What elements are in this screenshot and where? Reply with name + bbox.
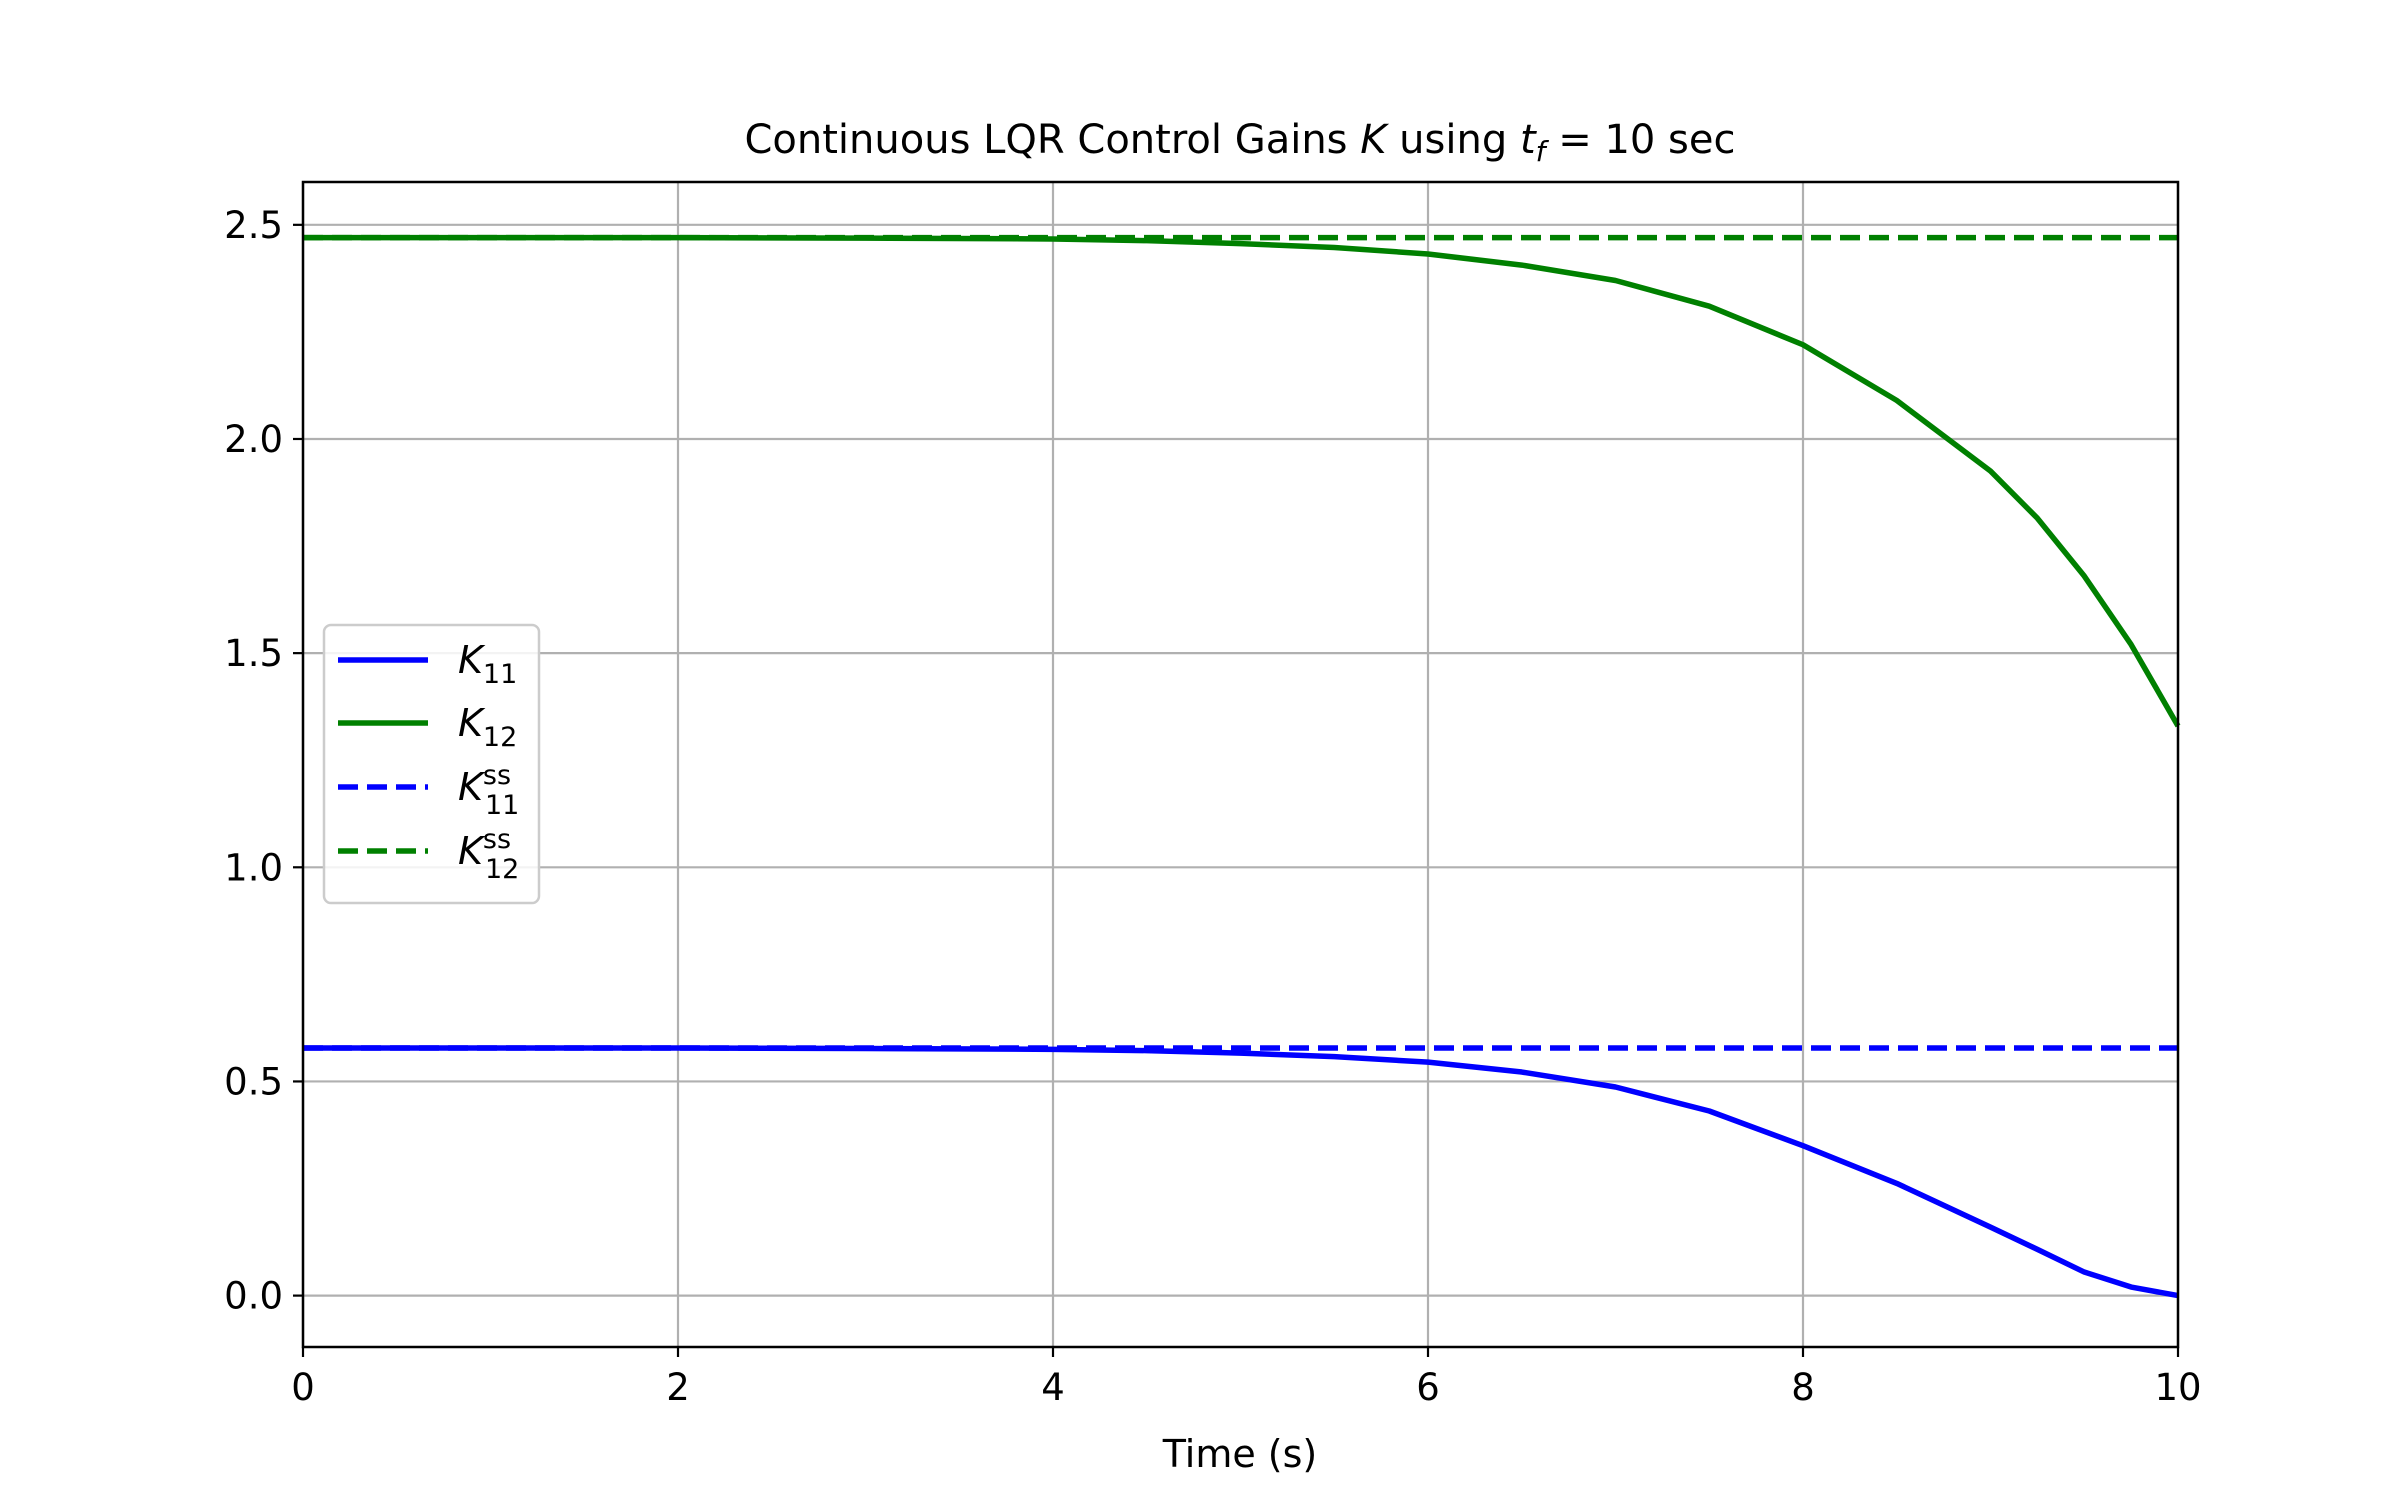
y-tick-label: 2.5 [224, 204, 283, 247]
chart-title: Continuous LQR Control Gains K using tf … [744, 117, 1735, 168]
x-tick-label: 0 [291, 1366, 315, 1409]
x-tick-label: 2 [666, 1366, 690, 1409]
legend-box [322, 623, 541, 905]
legend-label: Kss 12 [458, 824, 519, 885]
x-tick-label: 4 [1041, 1366, 1065, 1409]
series-line-k12 [303, 234, 2181, 728]
y-tick-label: 2.0 [224, 418, 283, 461]
y-tick-label: 1.5 [224, 632, 283, 675]
x-axis-label: Time (s) [1162, 1432, 1318, 1476]
legend-label: K12 [458, 701, 517, 753]
legend-label: Kss 11 [458, 760, 519, 821]
series-line-k11 [303, 1045, 2179, 1299]
x-tick-label: 10 [2154, 1366, 2201, 1409]
series-lines [303, 234, 2181, 1299]
plot-frame [301, 180, 2180, 1349]
y-tick-label: 0.0 [224, 1275, 283, 1318]
grid-lines [301, 182, 2180, 1347]
y-tick-label: 1.0 [224, 846, 283, 889]
x-tick-label: 6 [1416, 1366, 1440, 1409]
y-tick-label: 0.5 [224, 1060, 283, 1103]
legend-label: K11 [458, 638, 517, 690]
y-axis-ticks: 0.0 0.5 1.0 1.5 2.0 2.5 [224, 204, 303, 1318]
x-axis-ticks: 0 2 4 6 8 10 [291, 1347, 2202, 1409]
plot-area [303, 182, 2178, 1347]
x-tick-label: 8 [1791, 1366, 1815, 1409]
